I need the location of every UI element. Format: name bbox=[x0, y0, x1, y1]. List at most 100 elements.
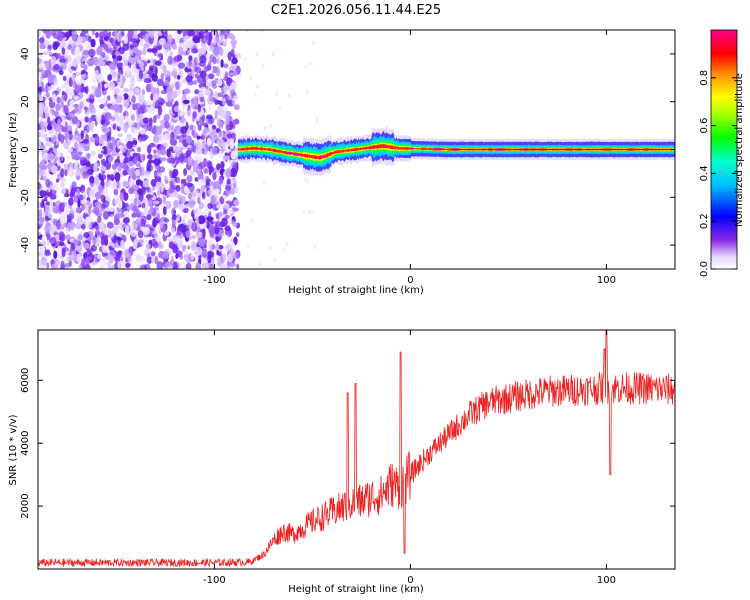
spectrogram-noise-speck bbox=[135, 49, 143, 57]
spectrogram-noise-speck bbox=[213, 78, 218, 85]
spectrogram-noise-speck bbox=[61, 47, 66, 55]
spectrogram-noise-speck bbox=[96, 254, 103, 260]
spectrogram-noise-speck bbox=[168, 241, 175, 249]
spectrogram-noise-speck bbox=[198, 231, 203, 239]
spectrogram-noise-speck bbox=[151, 256, 156, 264]
spectrogram-noise-speck bbox=[176, 227, 183, 235]
spectrogram-noise-speck bbox=[81, 122, 86, 127]
spectrogram-noise-speck bbox=[154, 66, 158, 75]
spectrogram-noise-speck bbox=[45, 201, 50, 207]
spectrogram-noise-speck bbox=[114, 31, 118, 40]
spectrogram-noise-speck bbox=[38, 181, 41, 190]
spectrogram-noise-speck bbox=[230, 237, 234, 243]
spectrogram-band-hotspot bbox=[292, 153, 302, 156]
spectrogram-noise-speck bbox=[234, 52, 241, 59]
spectrogram-noise-speck bbox=[157, 106, 163, 116]
spectrogram-noise-speck bbox=[302, 209, 306, 214]
spectrogram-noise-speck bbox=[193, 30, 201, 39]
spectrogram-noise-speck bbox=[95, 32, 99, 38]
spectrogram-noise-speck bbox=[218, 176, 224, 185]
spectrogram-noise-speck bbox=[57, 246, 62, 252]
spectrogram-noise-speck bbox=[225, 123, 230, 132]
spectrogram-noise-speck bbox=[233, 95, 239, 102]
spectrogram-noise-speck bbox=[83, 200, 91, 208]
spectrogram-noise-speck bbox=[197, 172, 204, 182]
spectrogram-noise-speck bbox=[145, 194, 154, 199]
spectrogram-noise-speck bbox=[214, 243, 220, 252]
spectrogram-noise-speck bbox=[111, 243, 116, 249]
spectrogram-noise-speck bbox=[115, 225, 120, 231]
spectrogram-noise-speck bbox=[127, 30, 134, 39]
spectrogram-noise-speck bbox=[113, 188, 119, 196]
spectrogram-noise-speck bbox=[71, 115, 79, 125]
spectrogram-noise-speck bbox=[200, 70, 207, 79]
spectrogram-noise-speck bbox=[268, 245, 272, 250]
spectrogram-noise-speck bbox=[143, 206, 149, 217]
spectrogram-noise-speck bbox=[104, 234, 109, 240]
spectrogram-noise-speck bbox=[41, 85, 46, 94]
spectrogram-noise-speck bbox=[167, 33, 173, 43]
spectrogram-noise-speck bbox=[221, 217, 228, 227]
spectrogram-ytick-label: 20 bbox=[20, 95, 31, 108]
spectrogram-noise-speck bbox=[163, 114, 170, 122]
spectrogram-noise-speck bbox=[205, 264, 210, 269]
spectrogram-noise-speck bbox=[198, 161, 206, 170]
spectrogram-noise-speck bbox=[222, 97, 226, 106]
spectrogram-noise-speck bbox=[38, 112, 42, 118]
spectrogram-noise-speck bbox=[48, 211, 54, 219]
spectrogram-noise-speck bbox=[197, 196, 201, 205]
snr-xtick-label: 0 bbox=[407, 575, 413, 586]
spectrogram-noise-speck bbox=[77, 234, 83, 241]
spectrogram-noise-speck bbox=[163, 231, 170, 236]
snr-x-label: Height of straight line (km) bbox=[288, 584, 424, 595]
snr-x-ticks: -100 0 100 bbox=[203, 330, 616, 586]
spectrogram-noise-speck bbox=[164, 121, 170, 129]
spectrogram-noise-speck bbox=[126, 133, 132, 139]
spectrogram-noise-speck bbox=[222, 63, 229, 69]
spectrogram-noise-speck bbox=[135, 212, 141, 218]
spectrogram-noise-speck bbox=[121, 56, 128, 64]
spectrogram-noise-speck bbox=[117, 133, 124, 138]
spectrogram-noise-speck bbox=[95, 112, 102, 123]
spectrogram-noise-speck bbox=[153, 115, 157, 124]
spectrogram-noise-speck bbox=[72, 239, 79, 245]
spectrogram-noise-speck bbox=[90, 38, 96, 48]
spectrogram-noise-speck bbox=[230, 167, 238, 178]
spectrogram-noise-speck bbox=[226, 261, 233, 267]
spectrogram-noise-speck bbox=[55, 178, 60, 183]
spectrogram-noise-speck bbox=[218, 245, 224, 250]
spectrogram-noise-speck bbox=[183, 35, 190, 42]
spectrogram-y-label: Frequency (Hz) bbox=[8, 112, 19, 188]
spectrogram-noise-speck bbox=[140, 255, 145, 262]
spectrogram-noise-speck bbox=[56, 158, 61, 167]
spectrogram-noise-speck bbox=[216, 256, 222, 264]
spectrogram-noise-speck bbox=[97, 215, 102, 224]
spectrogram-noise-speck bbox=[170, 192, 178, 198]
spectrogram-noise-speck bbox=[88, 93, 96, 100]
spectrogram-noise-speck bbox=[189, 169, 195, 176]
spectrogram-noise-speck bbox=[199, 55, 207, 64]
spectrogram-noise-speck bbox=[208, 104, 212, 113]
spectrogram-noise-speck bbox=[191, 235, 196, 239]
spectrogram-noise-speck bbox=[85, 264, 91, 269]
spectrogram-noise-speck bbox=[176, 34, 180, 42]
spectrogram-noise-speck bbox=[93, 163, 98, 173]
spectrogram-noise-speck bbox=[146, 170, 151, 178]
spectrogram-noise-speck bbox=[113, 196, 120, 206]
spectrogram-noise-speck bbox=[193, 189, 199, 194]
spectrogram-noise-speck bbox=[53, 41, 61, 48]
spectrogram-noise-speck bbox=[64, 106, 69, 114]
spectrogram-noise-speck bbox=[171, 43, 178, 50]
spectrogram-noise-speck bbox=[114, 254, 122, 261]
spectrogram-noise-speck bbox=[119, 89, 125, 97]
spectrogram-noise-speck bbox=[176, 177, 181, 184]
spectrogram-noise-speck bbox=[147, 153, 153, 160]
spectrogram-noise-speck bbox=[224, 203, 229, 210]
spectrogram-noise-speck bbox=[111, 163, 117, 170]
spectrogram-noise-speck bbox=[216, 250, 220, 256]
spectrogram-noise-speck bbox=[202, 77, 207, 87]
spectrogram-noise-speck bbox=[107, 261, 112, 269]
spectrogram-noise-speck bbox=[122, 43, 129, 51]
colorbar-tick-label: 0.4 bbox=[699, 165, 710, 181]
spectrogram-noise-speck bbox=[163, 70, 171, 78]
